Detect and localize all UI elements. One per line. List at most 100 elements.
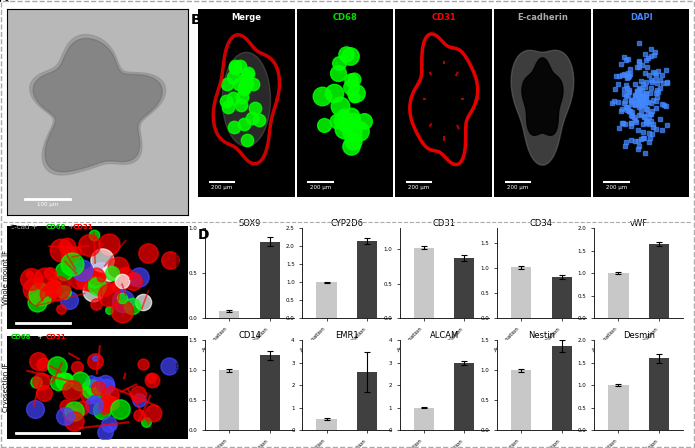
Point — [242, 80, 253, 87]
Point — [640, 79, 651, 86]
Point — [341, 122, 352, 129]
Point — [99, 380, 111, 388]
Point — [227, 95, 238, 102]
Point — [644, 134, 655, 142]
Point — [88, 396, 99, 403]
Point — [117, 277, 128, 284]
Point — [635, 97, 646, 104]
Point — [89, 279, 100, 286]
Point — [76, 266, 88, 273]
Point — [636, 97, 647, 104]
Point — [615, 61, 626, 68]
Point — [92, 282, 103, 289]
Point — [645, 85, 656, 92]
Point — [641, 94, 652, 101]
Point — [623, 107, 635, 114]
Title: EMR1: EMR1 — [335, 331, 359, 340]
Point — [33, 358, 44, 365]
Point — [38, 360, 49, 367]
Title: Nestin: Nestin — [528, 331, 555, 340]
Point — [52, 284, 63, 291]
Point — [239, 120, 250, 127]
Point — [30, 406, 41, 413]
Point — [633, 57, 644, 64]
Point — [85, 267, 97, 275]
Point — [127, 302, 138, 310]
Point — [645, 76, 656, 83]
Point — [129, 276, 140, 283]
Polygon shape — [522, 58, 563, 135]
Point — [102, 399, 113, 406]
Point — [642, 98, 653, 105]
Point — [89, 384, 100, 391]
Title: SOX9: SOX9 — [238, 219, 261, 228]
Point — [619, 99, 630, 106]
Bar — [455, 363, 475, 430]
Point — [633, 63, 644, 70]
Point — [623, 88, 635, 95]
Point — [72, 363, 83, 370]
Point — [626, 109, 637, 116]
Point — [344, 52, 355, 60]
Point — [345, 142, 357, 149]
Point — [116, 295, 127, 302]
Point — [617, 71, 628, 78]
Point — [88, 288, 99, 295]
Point — [221, 81, 232, 88]
Point — [165, 256, 176, 263]
Point — [133, 396, 145, 404]
Point — [646, 78, 657, 85]
Point — [656, 100, 667, 108]
Point — [347, 116, 358, 123]
Polygon shape — [30, 34, 165, 175]
Point — [623, 70, 634, 77]
Title: CD31: CD31 — [432, 219, 456, 228]
Point — [229, 62, 240, 69]
Point — [59, 267, 70, 274]
Point — [621, 74, 632, 81]
Point — [41, 296, 52, 303]
Point — [645, 99, 656, 107]
Title: CD14: CD14 — [238, 331, 261, 340]
Point — [631, 89, 642, 96]
Point — [254, 117, 265, 124]
Point — [621, 103, 632, 110]
Polygon shape — [222, 52, 270, 146]
Point — [51, 363, 63, 370]
Point — [229, 123, 240, 130]
Point — [34, 290, 45, 297]
Point — [74, 274, 85, 281]
Point — [635, 86, 646, 93]
Point — [635, 78, 646, 85]
Text: 200 μm: 200 μm — [409, 185, 430, 190]
Point — [623, 86, 635, 94]
Point — [651, 125, 662, 133]
Point — [246, 115, 257, 122]
Point — [637, 97, 648, 104]
Bar — [649, 358, 669, 430]
Point — [615, 108, 626, 115]
Point — [613, 99, 624, 106]
Point — [74, 378, 85, 385]
Point — [638, 121, 649, 128]
Point — [651, 86, 662, 94]
Point — [242, 136, 253, 143]
Point — [639, 69, 651, 77]
Point — [115, 405, 126, 413]
Point — [638, 98, 649, 105]
Point — [619, 71, 630, 78]
Point — [621, 81, 632, 88]
Point — [636, 96, 647, 103]
Point — [65, 253, 76, 260]
Point — [242, 71, 253, 78]
Point — [646, 111, 657, 118]
Point — [28, 285, 39, 293]
Point — [635, 96, 646, 103]
Text: CD68: CD68 — [333, 13, 357, 22]
Point — [657, 80, 668, 87]
Point — [644, 110, 655, 117]
Point — [621, 93, 632, 100]
Point — [626, 112, 637, 119]
Point — [607, 100, 618, 107]
Point — [90, 276, 101, 283]
